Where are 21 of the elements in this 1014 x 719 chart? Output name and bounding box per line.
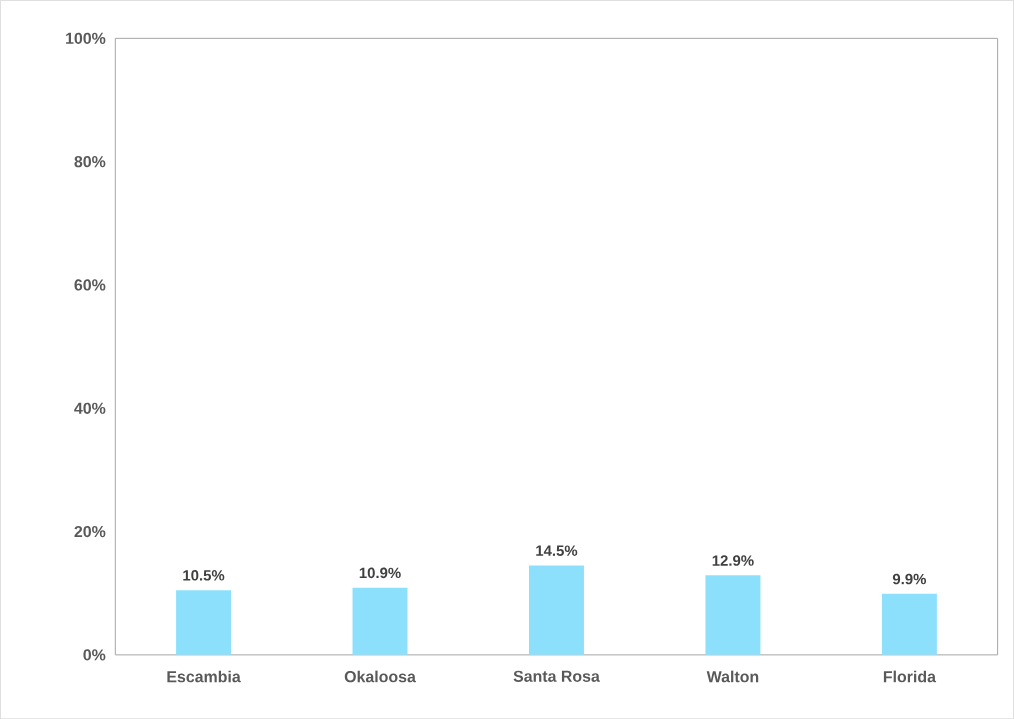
y-tick-label: 40% (74, 402, 106, 414)
x-tick-label: Santa Rosa (513, 670, 600, 682)
bar (881, 593, 937, 655)
y-tick-label: 20% (74, 525, 106, 538)
data-label: 9.9% (892, 573, 927, 585)
x-tick-label: Escambia (167, 670, 241, 683)
data-label: 10.5% (183, 569, 225, 581)
y-tick-label: 80% (74, 155, 106, 168)
x-tick-label: Florida (883, 670, 937, 683)
bar (705, 575, 761, 655)
data-label: 10.9% (359, 567, 401, 579)
data-label: 14.5% (536, 545, 578, 556)
y-tick-label: 0% (83, 649, 106, 661)
y-tick-label: 60% (74, 279, 106, 291)
bar (352, 587, 408, 655)
x-tick-label: Okaloosa (344, 670, 416, 683)
bar (528, 565, 584, 655)
bar (176, 590, 232, 655)
y-tick-label: 100% (66, 32, 106, 44)
x-tick-label: Walton (706, 670, 759, 683)
data-label: 12.9% (712, 555, 754, 566)
